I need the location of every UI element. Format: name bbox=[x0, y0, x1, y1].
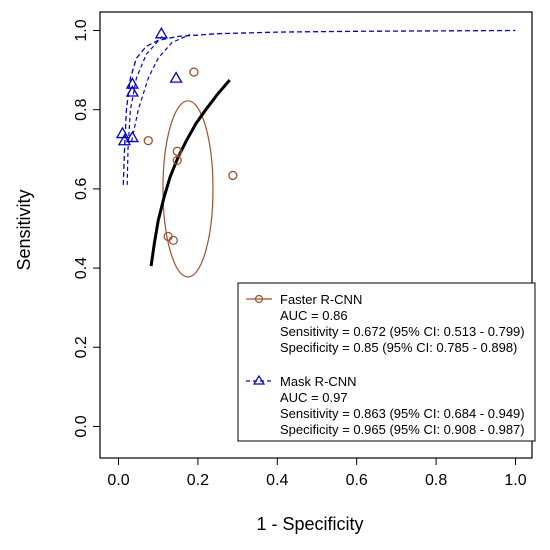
legend-marker-mask-rcnn bbox=[252, 374, 266, 385]
faster-rcnn-sroc-curve bbox=[149, 79, 231, 267]
axes: 0.0 0.2 0.4 0.6 0.8 1.0 0.0 0.2 0.4 0.6 0.8 1.0 bbox=[73, 11, 533, 489]
mask-rcnn-point bbox=[125, 77, 140, 89]
mask-rcnn-point bbox=[169, 71, 183, 83]
y-axis-label: Sensitivity bbox=[14, 189, 34, 270]
mask-rcnn-point bbox=[154, 26, 168, 39]
mask-rcnn-confidence-region bbox=[126, 36, 163, 185]
legend-label-mask-rcnn: Mask R-CNN bbox=[280, 374, 357, 389]
y-tick-label: 1.0 bbox=[73, 19, 90, 41]
faster-rcnn-point bbox=[228, 170, 238, 181]
x-tick-label: 1.0 bbox=[504, 472, 526, 489]
faster-rcnn-confidence-region bbox=[162, 100, 214, 278]
faster-rcnn-point bbox=[172, 146, 182, 156]
legend-sensitivity-mask-rcnn: Sensitivity = 0.863 (95% CI: 0.684 - 0.9… bbox=[280, 406, 525, 421]
legend-specificity-mask-rcnn: Specificity = 0.965 (95% CI: 0.908 - 0.9… bbox=[280, 422, 525, 437]
x-tick-label: 0.2 bbox=[187, 472, 209, 489]
faster-rcnn-point bbox=[172, 155, 182, 166]
legend-label-faster-rcnn: Faster R-CNN bbox=[280, 292, 362, 307]
legend: Faster R-CNN AUC = 0.86 Sensitivity = 0.… bbox=[237, 282, 536, 442]
mask-rcnn-sroc-curve bbox=[122, 29, 516, 185]
legend-marker-faster-rcnn bbox=[254, 294, 264, 304]
x-axis-label: 1 - Specificity bbox=[256, 514, 363, 534]
legend-box bbox=[237, 282, 536, 442]
x-tick-label: 0.6 bbox=[346, 472, 368, 489]
y-tick-label: 0.4 bbox=[73, 257, 90, 279]
faster-rcnn-point bbox=[143, 135, 153, 146]
y-tick-label: 0.0 bbox=[73, 415, 90, 437]
faster-rcnn-point bbox=[189, 67, 199, 77]
mask-rcnn-point bbox=[125, 130, 140, 143]
plot-frame bbox=[99, 11, 533, 459]
faster-rcnn-point bbox=[168, 235, 178, 246]
legend-auc-faster-rcnn: AUC = 0.86 bbox=[280, 308, 348, 323]
plot-area bbox=[115, 26, 516, 278]
legend-sensitivity-faster-rcnn: Sensitivity = 0.672 (95% CI: 0.513 - 0.7… bbox=[280, 324, 525, 339]
x-tick-label: 0.4 bbox=[266, 472, 288, 489]
mask-rcnn-point bbox=[125, 85, 140, 97]
mask-rcnn-confidence-region bbox=[131, 33, 191, 142]
y-tick-label: 0.8 bbox=[73, 98, 90, 120]
legend-auc-mask-rcnn: AUC = 0.97 bbox=[280, 390, 348, 405]
legend-specificity-faster-rcnn: Specificity = 0.85 (95% CI: 0.785 - 0.89… bbox=[280, 340, 517, 355]
x-tick-label: 0.0 bbox=[107, 472, 129, 489]
y-tick-label: 0.6 bbox=[73, 178, 90, 200]
y-tick-label: 0.2 bbox=[73, 336, 90, 358]
x-tick-label: 0.8 bbox=[425, 472, 447, 489]
